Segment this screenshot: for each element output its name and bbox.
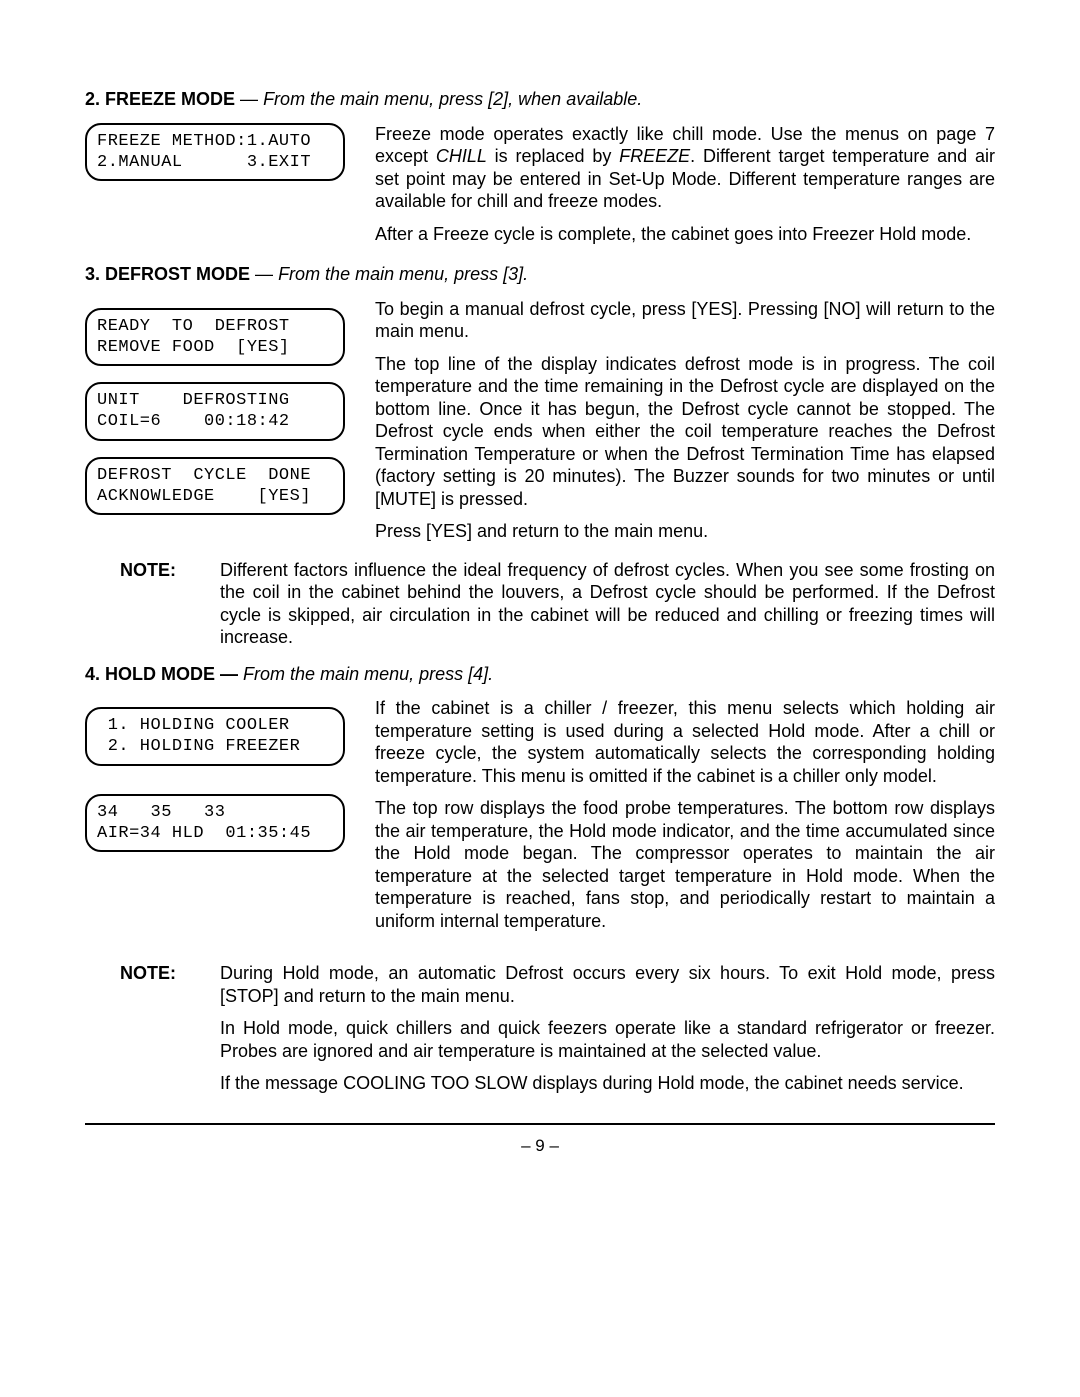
defrost-display-2-line2: COIL=6 00:18:42 [97, 412, 290, 431]
freeze-displays: FREEZE METHOD:1.AUTO 2.MANUAL 3.EXIT [85, 123, 345, 182]
defrost-number: 3. [85, 264, 100, 284]
hold-para-2: The top row displays the food probe temp… [375, 797, 995, 932]
hold-instruction: From the main menu, press [4]. [243, 664, 493, 684]
hold-displays: 1. HOLDING COOLER 2. HOLDING FREEZER 34 … [85, 707, 345, 852]
defrost-sep: — [250, 264, 278, 284]
page-number: – 9 – [85, 1135, 995, 1156]
defrost-display-1-line2: REMOVE FOOD [YES] [97, 338, 290, 357]
defrost-para-2: The top line of the display indicates de… [375, 353, 995, 511]
page: 2. FREEZE MODE — From the main menu, pre… [0, 0, 1080, 1196]
freeze-content: FREEZE METHOD:1.AUTO 2.MANUAL 3.EXIT Fre… [85, 123, 995, 256]
freeze-heading: 2. FREEZE MODE — From the main menu, pre… [85, 88, 995, 111]
defrost-instruction: From the main menu, press [3]. [278, 264, 528, 284]
hold-title: HOLD MODE [105, 664, 215, 684]
freeze-instruction: From the main menu, press [2], when avai… [263, 89, 642, 109]
freeze-text: Freeze mode operates exactly like chill … [375, 123, 995, 256]
defrost-text: To begin a manual defrost cycle, press [… [375, 298, 995, 553]
freeze-display-1-line1: FREEZE METHOD:1.AUTO [97, 132, 311, 151]
hold-number: 4. [85, 664, 100, 684]
hold-note: NOTE: During Hold mode, an automatic Def… [85, 962, 995, 1105]
hold-sep: — [215, 664, 243, 684]
hold-display-2: 34 35 33 AIR=34 HLD 01:35:45 [85, 794, 345, 853]
hold-note-body-3: If the message COOLING TOO SLOW displays… [220, 1072, 995, 1095]
defrost-display-3-line1: DEFROST CYCLE DONE [97, 466, 311, 485]
freeze-para-1: Freeze mode operates exactly like chill … [375, 123, 995, 213]
hold-display-2-line2: AIR=34 HLD 01:35:45 [97, 824, 311, 843]
freeze-sep: — [235, 89, 263, 109]
defrost-note-body: Different factors influence the ideal fr… [220, 559, 995, 649]
hold-text: If the cabinet is a chiller / freezer, t… [375, 697, 995, 942]
hold-display-1: 1. HOLDING COOLER 2. HOLDING FREEZER [85, 707, 345, 766]
freeze-para-2: After a Freeze cycle is complete, the ca… [375, 223, 995, 246]
hold-content: 1. HOLDING COOLER 2. HOLDING FREEZER 34 … [85, 697, 995, 942]
defrost-note: NOTE: Different factors influence the id… [85, 559, 995, 649]
defrost-display-2: UNIT DEFROSTING COIL=6 00:18:42 [85, 382, 345, 441]
freeze-title: FREEZE MODE [105, 89, 235, 109]
defrost-display-3: DEFROST CYCLE DONE ACKNOWLEDGE [YES] [85, 457, 345, 516]
footer-rule [85, 1123, 995, 1125]
defrost-display-1-line1: READY TO DEFROST [97, 317, 290, 336]
freeze-word: FREEZE [619, 146, 690, 166]
hold-note-body-2: In Hold mode, quick chillers and quick f… [220, 1017, 995, 1062]
hold-display-2-line1: 34 35 33 [97, 803, 225, 822]
defrost-display-3-line2: ACKNOWLEDGE [YES] [97, 487, 311, 506]
defrost-note-label: NOTE: [85, 559, 210, 649]
freeze-display-1-line2: 2.MANUAL 3.EXIT [97, 153, 311, 172]
defrost-displays: READY TO DEFROST REMOVE FOOD [YES] UNIT … [85, 308, 345, 516]
hold-note-label: NOTE: [85, 962, 210, 1105]
defrost-content: READY TO DEFROST REMOVE FOOD [YES] UNIT … [85, 298, 995, 553]
hold-note-body: During Hold mode, an automatic Defrost o… [220, 962, 995, 1105]
hold-para-1: If the cabinet is a chiller / freezer, t… [375, 697, 995, 787]
hold-display-1-line1: 1. HOLDING COOLER [97, 716, 290, 735]
freeze-display-1: FREEZE METHOD:1.AUTO 2.MANUAL 3.EXIT [85, 123, 345, 182]
defrost-title: DEFROST MODE [105, 264, 250, 284]
defrost-display-1: READY TO DEFROST REMOVE FOOD [YES] [85, 308, 345, 367]
defrost-heading: 3. DEFROST MODE — From the main menu, pr… [85, 263, 995, 286]
hold-heading: 4. HOLD MODE — From the main menu, press… [85, 663, 995, 686]
freeze-number: 2. [85, 89, 100, 109]
hold-note-body-1: During Hold mode, an automatic Defrost o… [220, 962, 995, 1007]
defrost-para-1: To begin a manual defrost cycle, press [… [375, 298, 995, 343]
chill-word: CHILL [436, 146, 487, 166]
hold-display-1-line2: 2. HOLDING FREEZER [97, 737, 300, 756]
defrost-para-3: Press [YES] and return to the main menu. [375, 520, 995, 543]
defrost-display-2-line1: UNIT DEFROSTING [97, 391, 290, 410]
